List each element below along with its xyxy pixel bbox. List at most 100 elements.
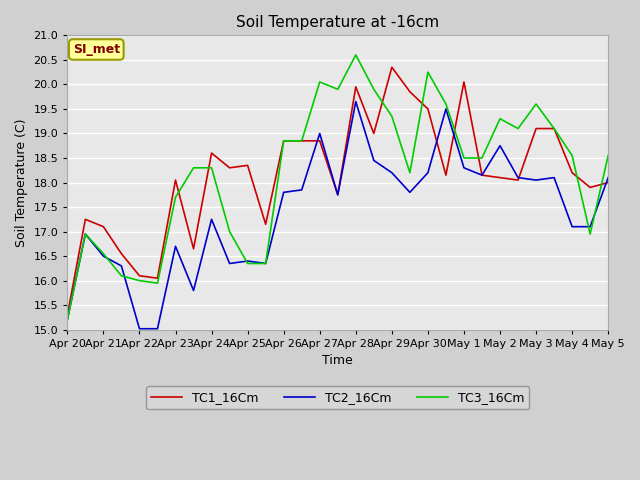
TC3_16Cm xyxy=(244,261,252,266)
TC2_16Cm xyxy=(568,224,576,229)
TC2_16Cm xyxy=(496,143,504,149)
TC1_16Cm xyxy=(208,150,216,156)
TC3_16Cm xyxy=(532,101,540,107)
TC1_16Cm xyxy=(226,165,234,171)
TC3_16Cm xyxy=(189,165,197,171)
TC2_16Cm xyxy=(478,172,486,178)
TC1_16Cm xyxy=(604,180,612,185)
TC1_16Cm xyxy=(550,126,558,132)
TC2_16Cm xyxy=(81,231,89,237)
TC2_16Cm xyxy=(514,175,522,180)
TC1_16Cm xyxy=(406,89,413,95)
TC1_16Cm xyxy=(352,84,360,90)
TC2_16Cm xyxy=(172,243,179,249)
TC3_16Cm xyxy=(154,280,161,286)
TC1_16Cm xyxy=(154,276,161,281)
TC3_16Cm xyxy=(478,155,486,161)
TC2_16Cm xyxy=(604,175,612,180)
TC2_16Cm xyxy=(316,131,324,136)
TC3_16Cm xyxy=(136,278,143,284)
TC3_16Cm xyxy=(352,52,360,58)
TC2_16Cm xyxy=(154,326,161,332)
TC3_16Cm xyxy=(550,126,558,132)
TC3_16Cm xyxy=(370,86,378,92)
TC2_16Cm xyxy=(370,157,378,163)
TC2_16Cm xyxy=(460,165,468,171)
TC3_16Cm xyxy=(514,126,522,132)
TC1_16Cm xyxy=(334,192,342,198)
TC1_16Cm xyxy=(568,170,576,176)
TC3_16Cm xyxy=(262,261,269,266)
TC1_16Cm xyxy=(244,162,252,168)
TC3_16Cm xyxy=(334,86,342,92)
TC3_16Cm xyxy=(208,165,216,171)
Line: TC3_16Cm: TC3_16Cm xyxy=(67,55,608,320)
TC3_16Cm xyxy=(63,317,71,323)
TC2_16Cm xyxy=(136,326,143,332)
TC2_16Cm xyxy=(100,253,108,259)
TC2_16Cm xyxy=(118,263,125,269)
TC3_16Cm xyxy=(460,155,468,161)
TC3_16Cm xyxy=(496,116,504,121)
TC2_16Cm xyxy=(352,99,360,105)
TC1_16Cm xyxy=(63,312,71,318)
TC1_16Cm xyxy=(118,251,125,256)
TC2_16Cm xyxy=(262,261,269,266)
TC3_16Cm xyxy=(406,170,413,176)
TC1_16Cm xyxy=(478,172,486,178)
Title: Soil Temperature at -16cm: Soil Temperature at -16cm xyxy=(236,15,439,30)
X-axis label: Time: Time xyxy=(323,354,353,367)
Y-axis label: Soil Temperature (C): Soil Temperature (C) xyxy=(15,118,28,247)
TC3_16Cm xyxy=(604,153,612,158)
TC1_16Cm xyxy=(172,177,179,183)
TC3_16Cm xyxy=(316,79,324,85)
TC3_16Cm xyxy=(298,138,305,144)
TC1_16Cm xyxy=(316,138,324,144)
TC1_16Cm xyxy=(189,246,197,252)
TC1_16Cm xyxy=(514,177,522,183)
TC1_16Cm xyxy=(280,138,287,144)
Line: TC1_16Cm: TC1_16Cm xyxy=(67,67,608,315)
TC2_16Cm xyxy=(189,288,197,293)
TC1_16Cm xyxy=(442,172,450,178)
TC2_16Cm xyxy=(532,177,540,183)
TC3_16Cm xyxy=(424,69,432,75)
TC2_16Cm xyxy=(388,170,396,176)
TC1_16Cm xyxy=(586,184,594,190)
Line: TC2_16Cm: TC2_16Cm xyxy=(67,102,608,329)
TC1_16Cm xyxy=(460,79,468,85)
TC3_16Cm xyxy=(81,231,89,237)
TC2_16Cm xyxy=(550,175,558,180)
TC2_16Cm xyxy=(280,190,287,195)
TC1_16Cm xyxy=(100,224,108,229)
TC3_16Cm xyxy=(388,113,396,119)
TC1_16Cm xyxy=(262,221,269,227)
TC2_16Cm xyxy=(63,317,71,323)
TC3_16Cm xyxy=(100,251,108,256)
TC1_16Cm xyxy=(298,138,305,144)
TC1_16Cm xyxy=(424,106,432,112)
TC1_16Cm xyxy=(496,175,504,180)
TC2_16Cm xyxy=(208,216,216,222)
TC3_16Cm xyxy=(568,153,576,158)
TC1_16Cm xyxy=(532,126,540,132)
TC3_16Cm xyxy=(280,138,287,144)
TC2_16Cm xyxy=(226,261,234,266)
TC2_16Cm xyxy=(298,187,305,193)
TC1_16Cm xyxy=(81,216,89,222)
Text: SI_met: SI_met xyxy=(73,43,120,56)
TC2_16Cm xyxy=(334,192,342,198)
TC1_16Cm xyxy=(388,64,396,70)
Legend: TC1_16Cm, TC2_16Cm, TC3_16Cm: TC1_16Cm, TC2_16Cm, TC3_16Cm xyxy=(146,386,529,409)
TC3_16Cm xyxy=(226,228,234,234)
TC3_16Cm xyxy=(118,273,125,278)
TC1_16Cm xyxy=(136,273,143,278)
TC2_16Cm xyxy=(406,190,413,195)
TC2_16Cm xyxy=(442,106,450,112)
TC2_16Cm xyxy=(424,170,432,176)
TC2_16Cm xyxy=(244,258,252,264)
TC1_16Cm xyxy=(370,131,378,136)
TC2_16Cm xyxy=(586,224,594,229)
TC3_16Cm xyxy=(442,101,450,107)
TC3_16Cm xyxy=(172,194,179,200)
